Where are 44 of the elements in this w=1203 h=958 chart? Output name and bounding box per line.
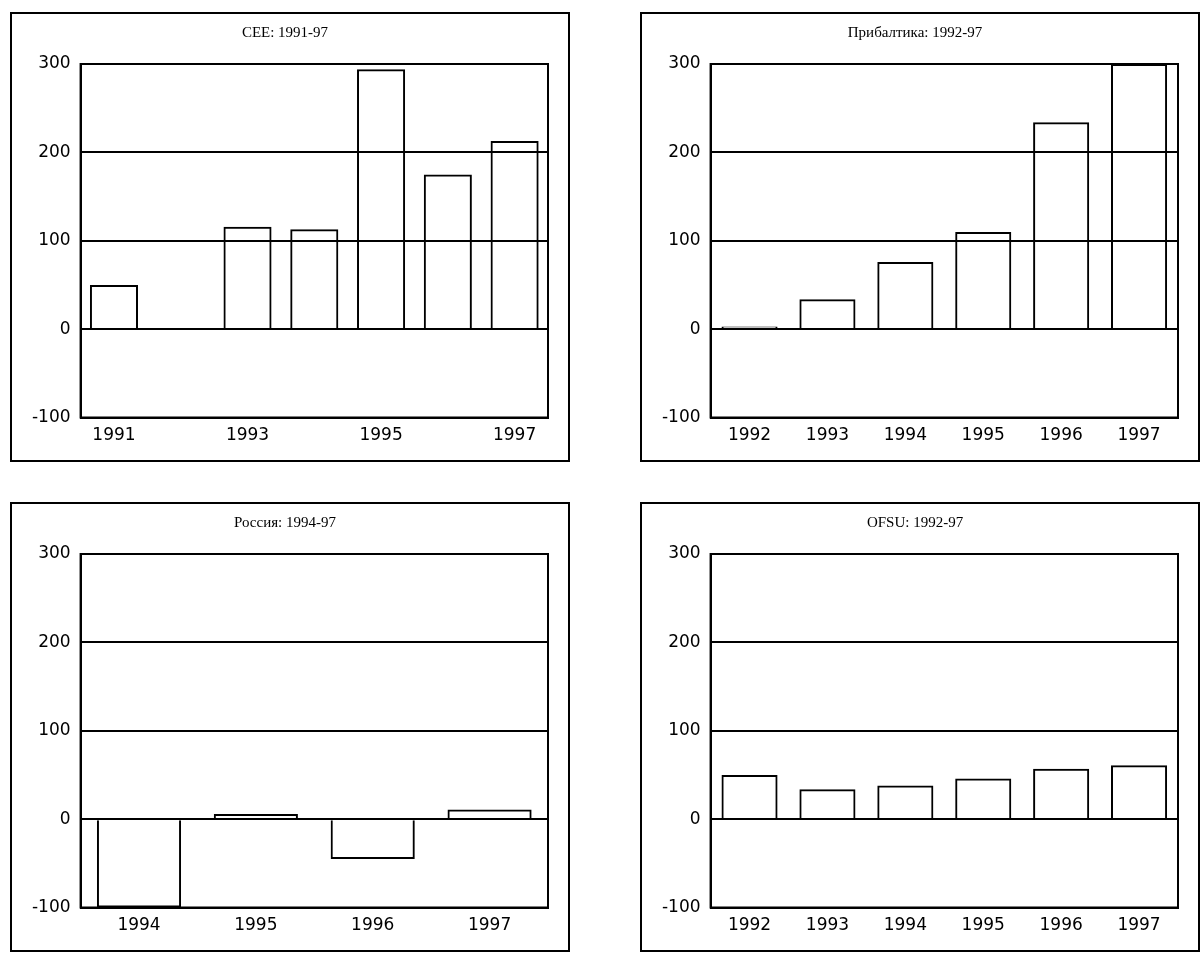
y-tick-label: -100 [661,896,701,917]
x-tick-label: 1995 [359,424,403,445]
y-tick-label: 200 [668,140,701,161]
y-tick-label: 0 [59,807,71,828]
x-tick-label: 1993 [805,424,850,445]
y-tick-label: 300 [668,542,701,563]
x-tick-label: 1993 [805,914,850,935]
x-tick-label: 1995 [961,424,1005,445]
x-tick-label: 1997 [467,914,512,935]
y-tick-label: 0 [59,317,71,338]
y-tick-label: -100 [31,896,71,917]
x-tick-label: 1996 [1039,914,1083,935]
y-tick-label: 200 [38,140,71,161]
y-tick-label: 300 [38,542,71,563]
chart-title: OFSU: 1992-97 [866,513,964,530]
chart-title: Россия: 1994-97 [234,513,337,530]
x-tick-label: 1997 [1117,914,1161,935]
x-tick-label: 1996 [1039,424,1083,445]
chart-title: Прибалтика: 1992-97 [847,23,983,40]
y-tick-label: 200 [668,630,701,651]
x-tick-label: 1997 [492,424,537,445]
y-tick-label: 300 [668,52,701,73]
y-tick-label: 0 [689,807,701,828]
x-tick-label: 1997 [1117,424,1161,445]
y-tick-label: 0 [689,317,701,338]
x-tick-label: 1992 [727,914,772,935]
x-tick-label: 1994 [117,914,161,935]
x-tick-label: 1994 [883,914,927,935]
x-tick-label: 1995 [961,914,1005,935]
x-tick-label: 1994 [883,424,927,445]
y-tick-label: 100 [668,719,701,740]
y-tick-label: 100 [38,719,71,740]
x-tick-label: 1996 [351,914,395,935]
x-tick-label: 1993 [225,424,270,445]
y-tick-label: 200 [38,630,71,651]
y-tick-label: -100 [31,406,71,427]
x-tick-label: 1991 [92,424,136,445]
y-tick-label: 300 [38,52,71,73]
y-tick-label: 100 [38,229,71,250]
y-tick-label: 100 [668,229,701,250]
x-tick-label: 1992 [727,424,772,445]
chart-title: CEE: 1991-97 [241,23,329,40]
y-tick-label: -100 [661,406,701,427]
x-tick-label: 1995 [234,914,278,935]
